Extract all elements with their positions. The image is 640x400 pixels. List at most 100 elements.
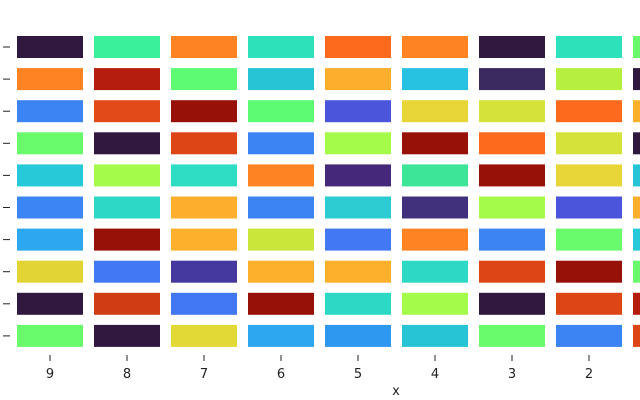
heatmap-cell [479, 196, 545, 219]
heatmap-cell [633, 228, 640, 251]
heatmap-cell [556, 164, 622, 187]
heatmap-cell [325, 164, 391, 187]
heatmap-cell [402, 132, 468, 155]
heatmap-cell [171, 196, 237, 219]
heatmap-cell [171, 324, 237, 347]
x-tick-label: 5 [354, 367, 362, 382]
heatmap-cell [325, 100, 391, 123]
heatmap-cell [325, 292, 391, 315]
heatmap-cell [17, 132, 83, 155]
heatmap-cell [479, 36, 545, 58]
heatmap-cell [402, 164, 468, 187]
heatmap-cell [94, 324, 160, 347]
x-tick-label: 6 [277, 367, 285, 382]
heatmap-cell [325, 260, 391, 283]
heatmap-cell [633, 260, 640, 283]
heatmap-cell [479, 132, 545, 155]
heatmap-cell [171, 292, 237, 315]
x-axis-label: x [392, 384, 400, 399]
heatmap-cell [94, 292, 160, 315]
heatmap-cell [633, 196, 640, 219]
heatmap-cell [479, 324, 545, 347]
heatmap-cell [633, 36, 640, 58]
heatmap-cell [479, 260, 545, 283]
heatmap-cell [556, 324, 622, 347]
heatmap-cell [556, 292, 622, 315]
heatmap-cell [94, 228, 160, 251]
heatmap-cell [479, 292, 545, 315]
heatmap-cell [17, 36, 83, 58]
heatmap-cell [17, 196, 83, 219]
heatmap-cell [248, 292, 314, 315]
heatmap-cell [402, 260, 468, 283]
heatmap-cell [248, 260, 314, 283]
heatmap-cell [17, 100, 83, 123]
heatmap-cell [171, 132, 237, 155]
heatmap-cell [17, 228, 83, 251]
heatmap-cell [556, 132, 622, 155]
heatmap-cell [248, 164, 314, 187]
heatmap-cell [479, 164, 545, 187]
heatmap-cell [556, 260, 622, 283]
x-tick-label: 7 [200, 367, 208, 382]
x-tick-label: 9 [46, 367, 54, 382]
heatmap-cell [325, 324, 391, 347]
heatmap-cell [248, 100, 314, 123]
heatmap-cell [94, 164, 160, 187]
heatmap-cell [633, 68, 640, 91]
heatmap-cell [402, 228, 468, 251]
heatmap-cell [94, 132, 160, 155]
heatmap-cell [633, 324, 640, 347]
heatmap-cell [325, 196, 391, 219]
heatmap-cell [633, 100, 640, 123]
heatmap-cell [556, 228, 622, 251]
heatmap-cell [248, 36, 314, 58]
heatmap-cell [248, 324, 314, 347]
heatmap-cell [248, 68, 314, 91]
heatmap-cell [325, 132, 391, 155]
heatmap-cell [17, 292, 83, 315]
heatmap-cell [248, 132, 314, 155]
heatmap-cell [402, 36, 468, 58]
heatmap-cell [171, 228, 237, 251]
heatmap-cell [325, 36, 391, 58]
heatmap-cell [171, 68, 237, 91]
heatmap-cell [556, 36, 622, 58]
x-tick-label: 2 [585, 367, 593, 382]
heatmap-cell [633, 164, 640, 187]
heatmap-cell [17, 164, 83, 187]
heatmap-cell [479, 228, 545, 251]
heatmap-cell [171, 260, 237, 283]
heatmap-cell [94, 68, 160, 91]
heatmap-cell [479, 68, 545, 91]
heatmap-cell [479, 100, 545, 123]
heatmap-cell [556, 68, 622, 91]
x-tick-label: 4 [431, 367, 439, 382]
heatmap-cell [325, 68, 391, 91]
heatmap-cell [17, 68, 83, 91]
heatmap-cell [402, 100, 468, 123]
heatmap-cell [171, 164, 237, 187]
heatmap-cell [402, 68, 468, 91]
heatmap-cell [633, 132, 640, 155]
heatmap-cell [94, 100, 160, 123]
heatmap-cell [556, 100, 622, 123]
heatmap-cell [556, 196, 622, 219]
y-axis-ticks [3, 46, 10, 337]
heatmap-cell [402, 196, 468, 219]
heatmap-cell [17, 260, 83, 283]
heatmap-cell [94, 196, 160, 219]
heatmap-cell [325, 228, 391, 251]
heatmap-cell [94, 260, 160, 283]
heatmap-cell [17, 324, 83, 347]
x-tick-label: 3 [508, 367, 516, 382]
cells-layer [17, 36, 640, 347]
heatmap-cell [171, 36, 237, 58]
heatmap-cell [94, 36, 160, 58]
heatmap-cell [402, 292, 468, 315]
x-tick-label: 8 [123, 367, 131, 382]
heatmap-cell [171, 100, 237, 123]
x-axis-ticks: 9 8 7 6 5 4 3 2 [46, 355, 593, 382]
heatmap-cell [248, 228, 314, 251]
